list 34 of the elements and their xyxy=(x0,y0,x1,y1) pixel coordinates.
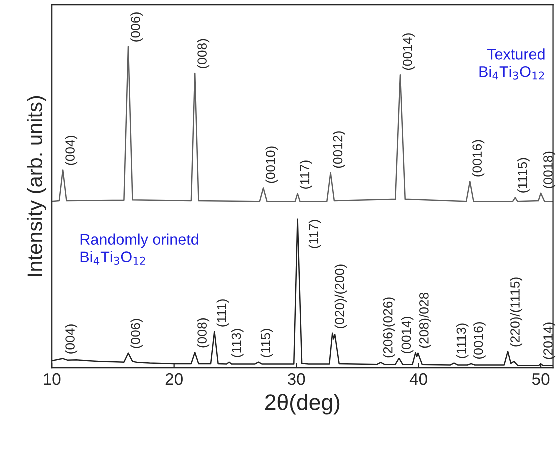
x-tick-label: 50 xyxy=(532,373,550,386)
annotation: (1113) xyxy=(456,324,469,358)
annotation: (1115) xyxy=(518,158,530,193)
annotation: (117) xyxy=(300,160,312,189)
annotation: (0016) xyxy=(472,140,485,177)
annotation: (006) xyxy=(130,319,143,348)
annotation: Textured Bi$_{4}$Ti$_{3}$O$_{12}$ xyxy=(480,48,545,80)
annotation: (0012) xyxy=(332,132,346,168)
annotation: (115) xyxy=(260,329,274,358)
x-tick-label: 10 xyxy=(44,373,61,386)
annotation: (2014) xyxy=(543,322,556,360)
annotation: (020)/(200) xyxy=(334,264,348,328)
annotation: (0010) xyxy=(266,146,278,184)
annotation: Randomly orinetd Bi$_{4}$Ti$_{3}$O$_{12}$ xyxy=(80,234,198,265)
annotation: (206)(026) xyxy=(383,298,396,358)
x-axis-title: 2θ(deg) xyxy=(266,394,340,415)
annotation: (113) xyxy=(232,329,244,358)
annotation: (111) xyxy=(216,300,230,327)
annotation: (004) xyxy=(65,136,78,166)
annotation: (0016) xyxy=(474,322,486,359)
annotation: (220)/(1115) xyxy=(510,278,523,347)
annotation: (0014) xyxy=(402,34,415,70)
annotation: (008) xyxy=(197,318,210,348)
annotation: (008) xyxy=(197,39,210,68)
x-tick-label: 30 xyxy=(288,373,306,386)
x-tick-label: 20 xyxy=(166,373,183,386)
annotation: (006) xyxy=(130,12,143,42)
x-tick-label: 40 xyxy=(410,373,428,386)
annotation: (117) xyxy=(308,220,322,248)
annotation: (0018) xyxy=(543,152,556,188)
y-axis-title: Intensity (arb. units) xyxy=(27,96,47,276)
annotation: (208)/028 xyxy=(419,292,432,348)
annotation: (004) xyxy=(65,324,78,354)
annotation: (0014) xyxy=(401,316,414,354)
